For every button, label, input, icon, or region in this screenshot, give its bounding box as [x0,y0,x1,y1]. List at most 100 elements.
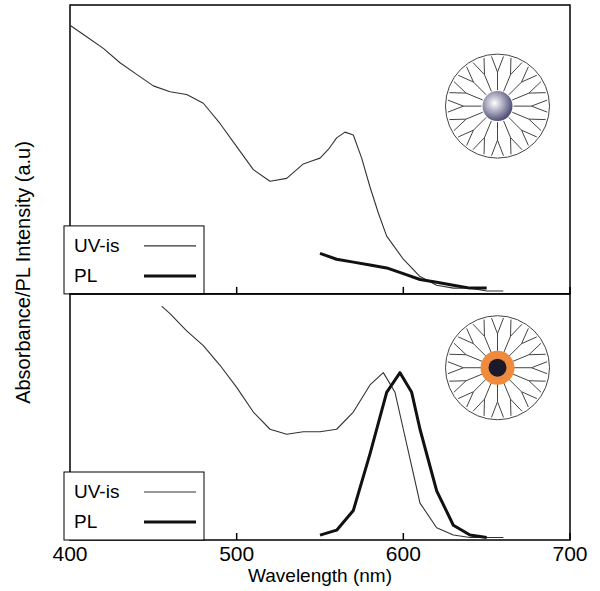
branch [512,93,529,100]
x-tick-label: 700 [552,542,587,565]
branch [449,380,466,381]
x-tick [236,533,238,540]
branch [466,355,483,362]
series-line [162,306,504,537]
branch [522,337,537,344]
branch [510,58,511,75]
y-axis-title: Absorbance/PL Intensity (a.u) [12,141,34,404]
branch [510,399,511,416]
branch [467,67,474,82]
branch [509,82,522,95]
branch [509,379,522,392]
legend-label: PL [74,265,97,286]
branch [449,92,466,93]
branch [504,383,511,400]
branch [511,324,523,336]
branch [484,383,491,400]
legend-box [64,226,204,294]
branch [529,381,541,393]
legend-swatch [144,491,196,492]
branch [473,379,486,392]
branch [454,119,466,131]
branch [466,112,483,119]
legend-swatch [144,521,196,524]
dendrimer-outline [446,316,550,420]
branch [509,117,522,130]
legend: UV-is PL [64,226,204,294]
branch [473,138,485,150]
legend-swatch [144,274,196,277]
panel-1: 400 500 600 700 UV-isPL [52,294,587,565]
branch [511,399,523,411]
branch [529,354,546,355]
branch [497,72,498,90]
branch [512,374,529,381]
branch [484,58,485,75]
x-tick-label: 400 [52,542,87,565]
panel-0: UV-is PL [64,5,570,294]
branch [510,138,511,155]
legend-label: UV-is [74,235,119,256]
branch [492,402,498,418]
branch [458,130,473,137]
branch [473,399,485,411]
branch [512,355,529,362]
series-line [320,253,487,288]
core [483,91,513,121]
branch [484,336,491,353]
x-tick [403,287,405,294]
branch [473,324,485,336]
branch [466,93,483,100]
branch [454,381,466,393]
branch [484,399,485,416]
branch [467,328,474,343]
branch [529,82,541,94]
core [489,359,507,377]
branch [448,106,464,112]
branch [484,75,491,92]
legend: UV-isPL [64,472,204,540]
branch [492,140,498,156]
x-tick-label: 500 [219,542,254,565]
branch [458,392,473,399]
x-tick-label: 600 [386,542,421,565]
shell [481,351,515,385]
branch [532,100,548,106]
branch [498,140,504,156]
branch [511,63,523,75]
branch [529,119,541,131]
branch [529,380,546,381]
x-tick [403,533,405,540]
branch [466,374,483,381]
branch [509,344,522,357]
branch [498,402,504,418]
x-tick [569,533,571,540]
branch [448,362,464,368]
branch [504,336,511,353]
branch [449,119,466,120]
branch [497,384,498,402]
dendrimer-outline [446,54,550,158]
x-tick [569,287,571,294]
branch [484,320,485,337]
branch [532,368,548,374]
figure: UV-is PL Absorbance/PL Intensity (a.u) 400 5… [0,0,600,591]
branch [510,320,511,337]
branch [448,368,464,374]
legend-box [64,472,204,540]
inset-dendrimer [446,316,550,420]
branch [473,117,486,130]
legend-swatch [144,245,196,246]
branch [454,82,466,94]
branch [498,56,504,72]
branch [504,121,511,138]
branch [532,362,548,368]
branch [454,343,466,355]
branch [529,119,546,120]
branch [473,63,485,75]
branch [497,122,498,140]
x-tick [236,287,238,294]
branch [497,334,498,352]
branch [484,138,485,155]
branch [512,112,529,119]
